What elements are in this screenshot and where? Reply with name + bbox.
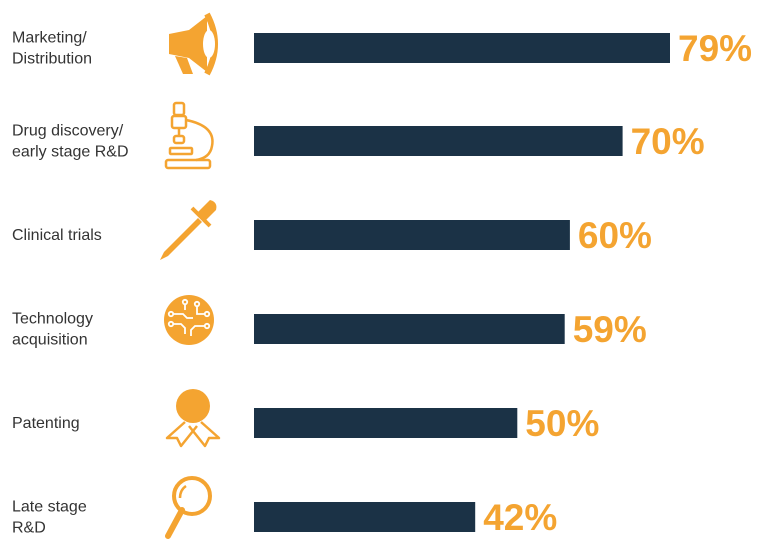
- category-label-2: Clinical trials: [12, 227, 102, 244]
- category-label-0: Marketing/Distribution: [12, 30, 92, 68]
- category-label-line: Clinical trials: [12, 227, 102, 244]
- category-label-line: Late stage: [12, 499, 87, 516]
- bar-0: [254, 33, 670, 63]
- value-label-3: 59%: [573, 309, 647, 350]
- category-label-line: Patenting: [12, 415, 80, 432]
- value-label-5: 42%: [483, 497, 557, 538]
- category-label-line: Technology: [12, 311, 93, 328]
- magnifier-icon: [165, 476, 212, 539]
- category-label-line: R&D: [12, 520, 46, 537]
- value-label-1: 70%: [631, 121, 705, 162]
- bar-2: [254, 220, 570, 250]
- category-label-line: Drug discovery/: [12, 123, 124, 140]
- bar-4: [254, 408, 518, 438]
- category-label-line: acquisition: [12, 332, 88, 349]
- bar-5: [254, 502, 476, 532]
- value-label-2: 60%: [578, 215, 652, 256]
- pipette-icon: [160, 200, 217, 260]
- bar-3: [254, 314, 565, 344]
- value-labels-group: 79% 70% 60% 59% 50% 42%: [483, 28, 752, 538]
- icons-group: [160, 12, 221, 539]
- bar-1: [254, 126, 623, 156]
- microscope-icon: [164, 101, 214, 170]
- category-label-4: Patenting: [12, 415, 80, 432]
- category-label-5: Late stage R&D: [12, 499, 87, 537]
- bars-group: [254, 33, 670, 532]
- value-label-4: 50%: [525, 403, 599, 444]
- category-label-line: early stage R&D: [12, 144, 129, 161]
- circuit-icon: [164, 295, 214, 345]
- category-label-1: Drug discovery/early stage R&D: [12, 123, 129, 161]
- category-label-3: Technology acquisition: [12, 311, 93, 349]
- category-labels-group: Marketing/Distribution Drug discovery/ear…: [12, 30, 129, 537]
- category-label-line: Marketing/: [12, 30, 87, 47]
- category-label-line: Distribution: [12, 51, 92, 68]
- value-label-0: 79%: [678, 28, 752, 69]
- award-ribbon-icon: [165, 389, 221, 448]
- megaphone-icon: [169, 12, 218, 76]
